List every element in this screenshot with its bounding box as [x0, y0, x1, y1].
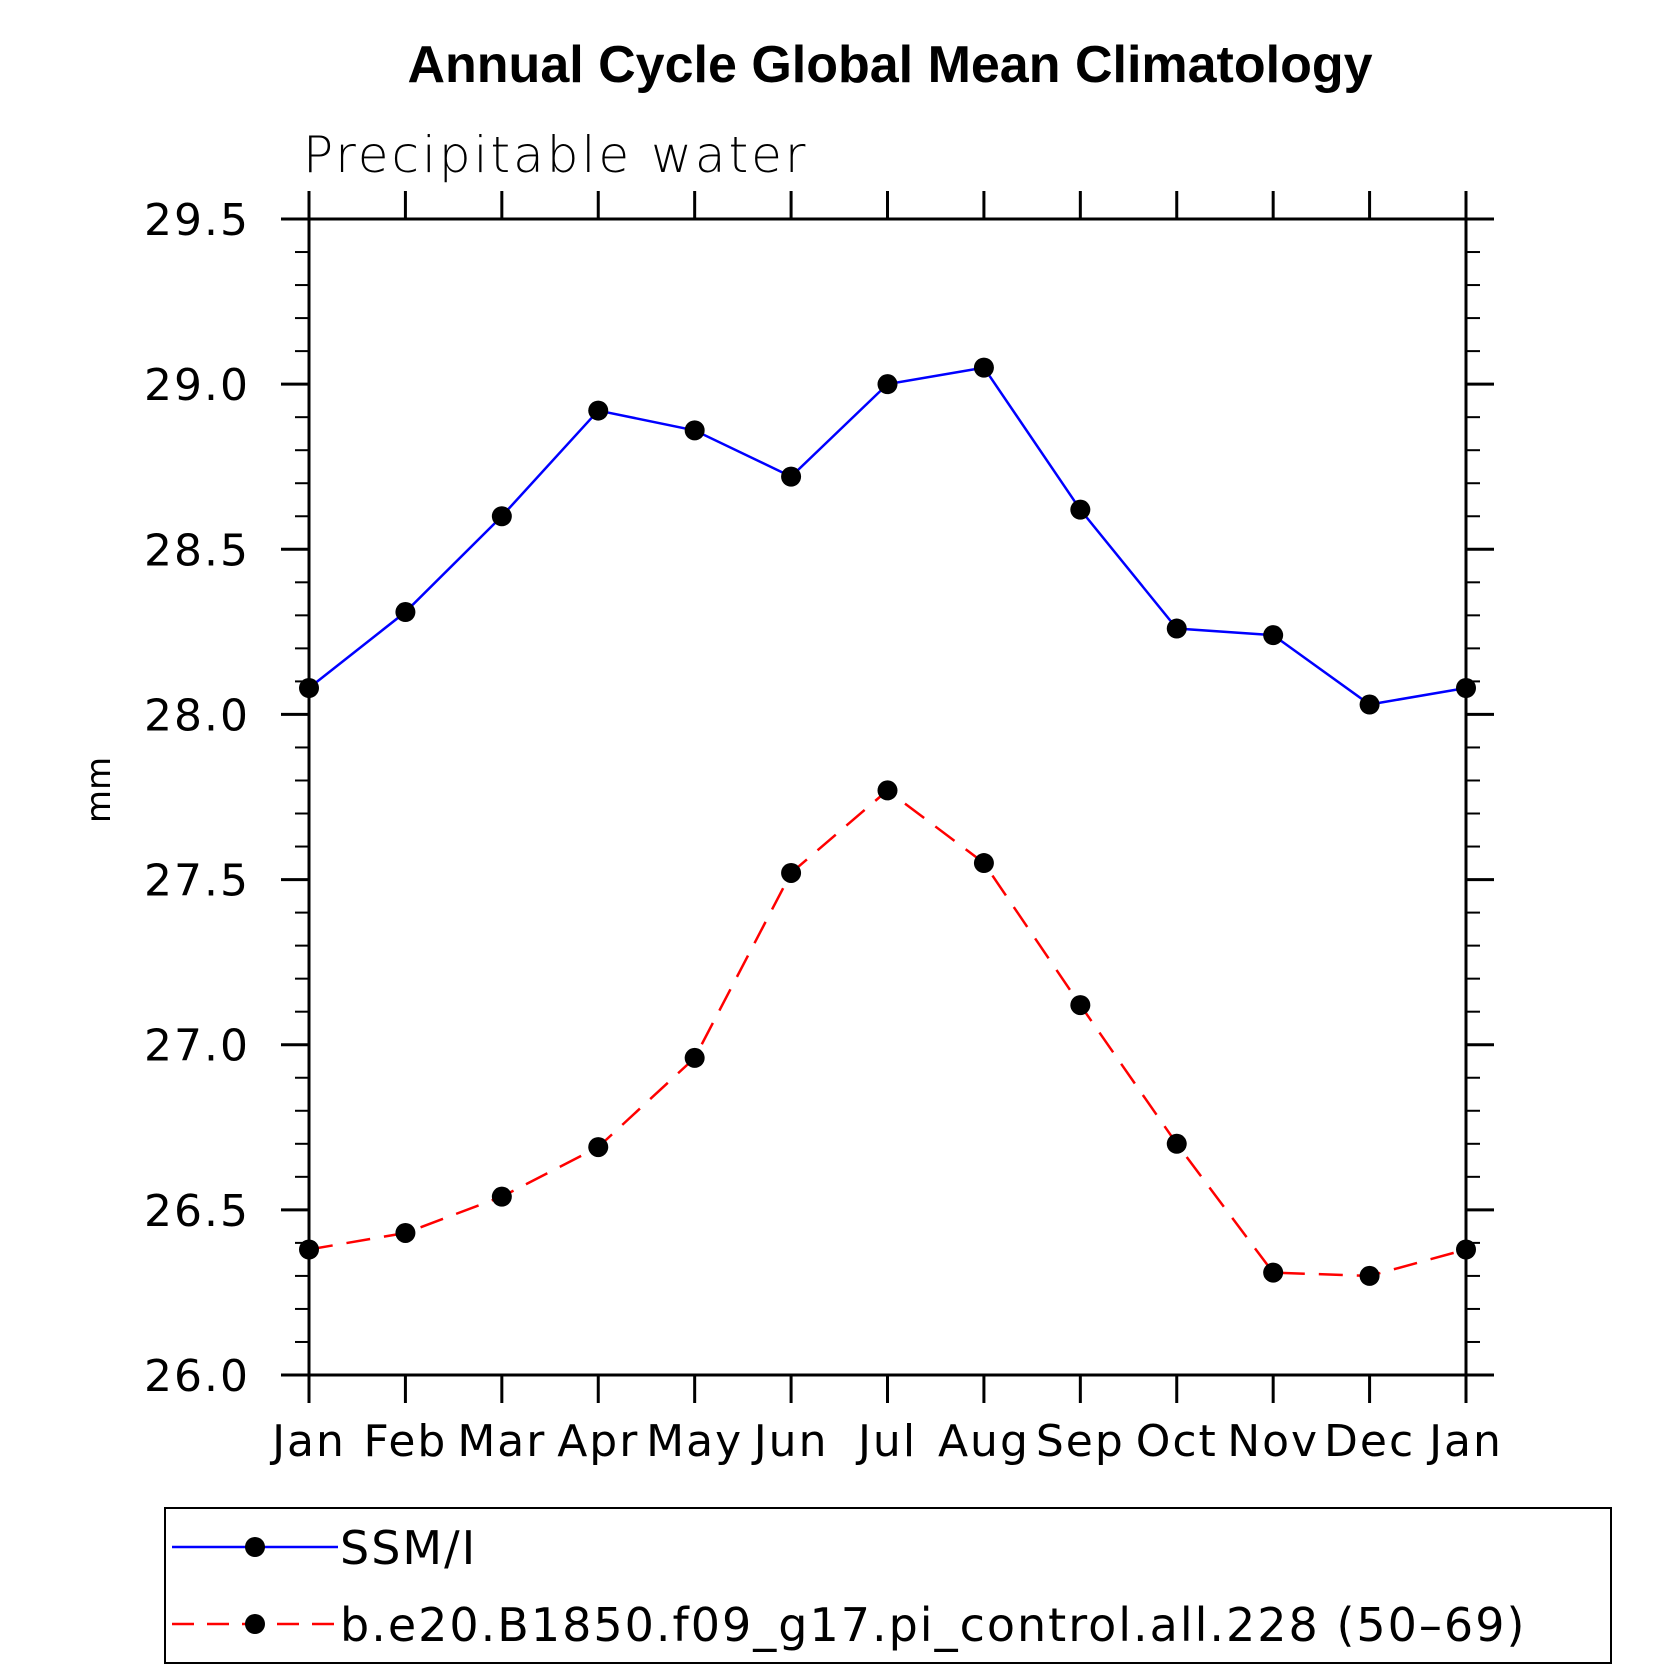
chart-title: Annual Cycle Global Mean Climatology [407, 36, 1372, 94]
y-tick-label: 26.0 [144, 1351, 250, 1402]
x-tick-label: Jun [751, 1416, 829, 1467]
axis-ticks [281, 191, 1494, 1403]
data-point [588, 1137, 609, 1158]
data-point [491, 1186, 512, 1207]
series-2 [299, 780, 1476, 1286]
series-layer [299, 357, 1476, 1286]
y-tick-label: 29.5 [144, 195, 250, 246]
y-axis-tick-labels: 26.0 26.5 27.0 27.5 28.0 28.5 29.0 29.5 [144, 195, 250, 1402]
y-tick-label: 28.0 [144, 690, 250, 741]
series-1 [299, 357, 1476, 715]
data-point [684, 420, 705, 441]
data-point [588, 400, 609, 421]
data-point [973, 853, 994, 874]
y-tick-label: 29.0 [144, 360, 250, 411]
data-point [1166, 618, 1187, 639]
x-tick-label: Dec [1324, 1416, 1415, 1467]
data-point [1359, 694, 1380, 715]
data-point [1263, 625, 1284, 646]
data-point [877, 780, 898, 801]
x-tick-label: Aug [938, 1416, 1030, 1467]
x-tick-label: Apr [557, 1416, 639, 1467]
legend-marker [245, 1614, 265, 1634]
legend-item: SSM/I [172, 1521, 477, 1575]
data-point [1456, 1239, 1476, 1260]
x-tick-label: Nov [1227, 1416, 1319, 1467]
data-point [1070, 499, 1091, 520]
legend-item: b.e20.B1850.f09_g17.pi_control.all.228 (… [172, 1598, 1526, 1652]
data-point [299, 678, 319, 699]
chart-subtitle: Precipitable water [303, 126, 809, 184]
data-point [1263, 1262, 1284, 1283]
x-tick-label: Sep [1036, 1416, 1125, 1467]
data-point [1070, 995, 1091, 1016]
y-tick-label: 27.0 [144, 1021, 250, 1072]
y-axis-label: mm [79, 757, 119, 823]
x-tick-label: May [646, 1416, 743, 1467]
data-point [877, 374, 898, 395]
y-tick-label: 27.5 [144, 856, 250, 907]
legend-box [164, 1507, 1612, 1664]
data-point [1456, 678, 1476, 699]
data-point [973, 357, 994, 378]
plot-frame [307, 217, 1468, 1377]
data-point [491, 506, 512, 527]
data-point [1166, 1133, 1187, 1154]
data-point [299, 1239, 319, 1260]
series-line [308, 788, 1467, 1278]
legend: SSM/I b.e20.B1850.f09_g17.pi_control.all.… [164, 1507, 1612, 1664]
data-point [395, 1222, 416, 1243]
data-point [781, 466, 802, 487]
legend-label: b.e20.B1850.f09_g17.pi_control.all.228 (… [340, 1598, 1526, 1652]
x-tick-label: Feb [363, 1416, 447, 1467]
x-tick-label: Jan [1426, 1416, 1503, 1467]
legend-marker [245, 1537, 265, 1557]
series-line [308, 366, 1467, 706]
data-point [1359, 1265, 1380, 1286]
data-point [781, 862, 802, 883]
y-tick-label: 28.5 [144, 525, 250, 576]
legend-label: SSM/I [340, 1521, 477, 1575]
x-axis-tick-labels: Jan Feb Mar Apr May Jun Jul Aug Sep Oct Nov Dec Jan [269, 1416, 1503, 1467]
x-tick-label: Jan [269, 1416, 346, 1467]
data-point [684, 1047, 705, 1068]
x-tick-label: Mar [457, 1416, 546, 1467]
x-tick-label: Jul [855, 1416, 917, 1467]
y-tick-label: 26.5 [144, 1186, 250, 1237]
data-point [395, 602, 416, 623]
x-tick-label: Oct [1136, 1416, 1218, 1467]
